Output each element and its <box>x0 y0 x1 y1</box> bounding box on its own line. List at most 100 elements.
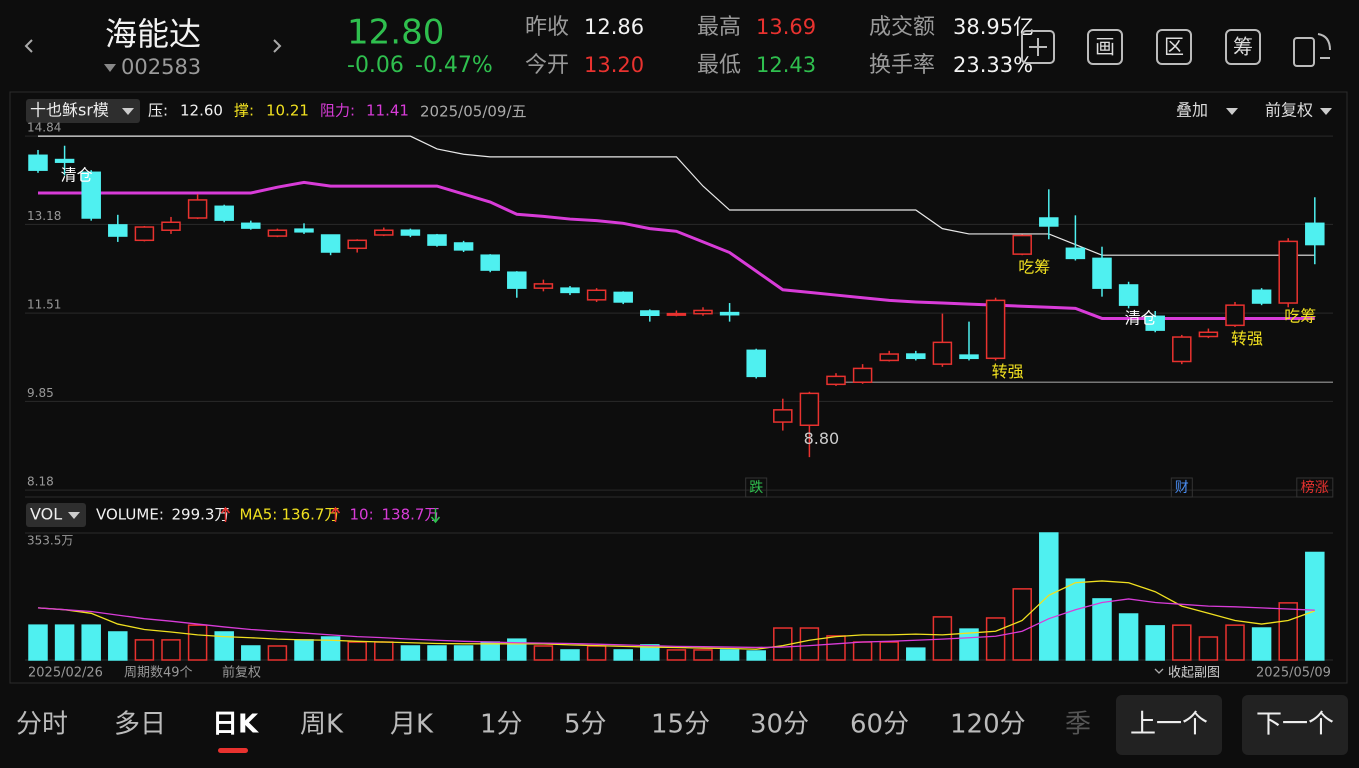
overlay-button: 叠加 <box>1176 101 1208 120</box>
period-tab[interactable]: 1分 <box>480 710 523 740</box>
legend-name: MA5: <box>240 506 278 524</box>
nav-button-label[interactable]: 下一个 <box>1256 710 1334 740</box>
candle-body <box>161 221 181 231</box>
volume-bar <box>985 617 1006 661</box>
volume-bar <box>294 639 314 661</box>
period-tab[interactable]: 月K <box>390 710 434 740</box>
signal-label: 吃筹 <box>1018 258 1050 277</box>
period-tab[interactable]: 60分 <box>850 710 909 740</box>
level-label: 阻力: <box>320 102 355 120</box>
candle-body <box>1092 257 1112 289</box>
candle-body <box>1039 217 1059 227</box>
kline-date: 2025/05/09/五 <box>420 103 527 121</box>
candle-body <box>241 222 261 229</box>
volume-bar <box>1251 627 1272 661</box>
prev-stock-arrow[interactable] <box>24 39 33 53</box>
signal-label: 清仓 <box>61 166 93 185</box>
candle-body <box>294 228 314 233</box>
candle-body <box>1118 284 1139 306</box>
candle-body <box>267 229 288 237</box>
signal-label: 吃筹 <box>1284 307 1316 326</box>
volume-bar <box>54 624 75 661</box>
candle-body <box>719 311 740 316</box>
signal-label: 8.80 <box>804 429 840 448</box>
dropdown-icon[interactable] <box>68 512 80 519</box>
vol-name: VOL <box>30 505 62 524</box>
candle-body <box>480 254 500 271</box>
period-tab[interactable]: 120分 <box>950 710 1026 740</box>
indicator-name: 十也稣sr模 <box>30 101 109 120</box>
code-dropdown-icon[interactable] <box>104 64 116 72</box>
dropdown-icon[interactable] <box>122 108 134 115</box>
volume-ma-line <box>37 598 1315 649</box>
period-tab[interactable]: 分时 <box>16 710 68 740</box>
tool-button[interactable] <box>1156 29 1192 65</box>
candle-body <box>1251 289 1272 304</box>
volume-bar <box>1172 624 1192 661</box>
candle-body <box>1305 222 1325 246</box>
candle-body <box>214 205 234 221</box>
rotate-icon[interactable] <box>1317 33 1331 59</box>
legend-value: 136.7万 <box>282 506 340 524</box>
candle-body <box>1198 331 1219 338</box>
volume-bar <box>374 641 394 661</box>
candle-body <box>666 312 687 316</box>
next-stock-arrow[interactable] <box>273 39 282 53</box>
tool-button[interactable] <box>1087 29 1123 65</box>
change: -0.06 <box>347 53 404 78</box>
dropdown-icon[interactable] <box>1320 108 1332 115</box>
period-tab[interactable]: 5分 <box>564 710 607 740</box>
stat-value: 13.20 <box>584 53 644 77</box>
candle-body <box>347 239 367 250</box>
candle-body <box>81 171 101 219</box>
price: 12.80 <box>347 13 444 53</box>
collapse-icon[interactable] <box>1154 668 1164 674</box>
volume-bar <box>267 645 288 661</box>
stat-value: 23.33% <box>953 53 1033 77</box>
tool-button[interactable] <box>1225 29 1261 65</box>
indicator-dropdown[interactable] <box>26 99 140 123</box>
period-tab[interactable]: 日K <box>212 710 259 740</box>
period-tab[interactable]: 季 <box>1065 710 1091 740</box>
nav-button[interactable] <box>1242 695 1348 755</box>
add-icon-plus[interactable] <box>1029 38 1047 56</box>
dropdown-icon[interactable] <box>1226 108 1238 115</box>
active-tab-indicator <box>218 748 248 753</box>
volume-bar <box>241 645 261 661</box>
nav-button[interactable] <box>1116 695 1222 755</box>
volume-bar <box>613 649 633 661</box>
period-tab[interactable]: 多日 <box>114 710 166 740</box>
level-label: 撑: <box>234 102 254 120</box>
volume-bar <box>1065 578 1086 661</box>
candle-body <box>932 341 953 365</box>
period-count: 周期数49个 <box>124 666 193 681</box>
volume-bar <box>560 649 580 661</box>
nav-button-label[interactable]: 上一个 <box>1130 710 1208 740</box>
level-value: 12.60 <box>180 102 223 120</box>
stock-code: 002583 <box>121 55 201 79</box>
volume-bar <box>347 641 367 661</box>
period-tab[interactable]: 30分 <box>750 710 809 740</box>
volume-bar <box>746 650 766 661</box>
period-tab[interactable]: 周K <box>300 710 344 740</box>
phone-icon[interactable] <box>1293 37 1315 67</box>
vol-dropdown[interactable] <box>26 503 86 527</box>
add-icon[interactable] <box>1021 30 1055 64</box>
candle-body <box>640 310 660 317</box>
event-tag: 榜涨 <box>1301 479 1329 496</box>
candle-body <box>1172 336 1192 363</box>
candle-body <box>1145 315 1165 331</box>
trend-arrow <box>430 508 441 524</box>
volume-bar <box>586 645 607 661</box>
volume-bar <box>108 631 128 661</box>
candle-body <box>533 283 554 289</box>
candle-body <box>507 271 527 289</box>
chart-panel <box>9 91 1348 684</box>
candle-body <box>1012 234 1032 255</box>
trend-arrow <box>220 506 231 522</box>
candle-body <box>453 242 474 251</box>
period-tab[interactable]: 15分 <box>651 710 710 740</box>
candle-body <box>746 349 766 378</box>
event-box <box>1170 477 1193 498</box>
volume-bar <box>214 631 234 661</box>
